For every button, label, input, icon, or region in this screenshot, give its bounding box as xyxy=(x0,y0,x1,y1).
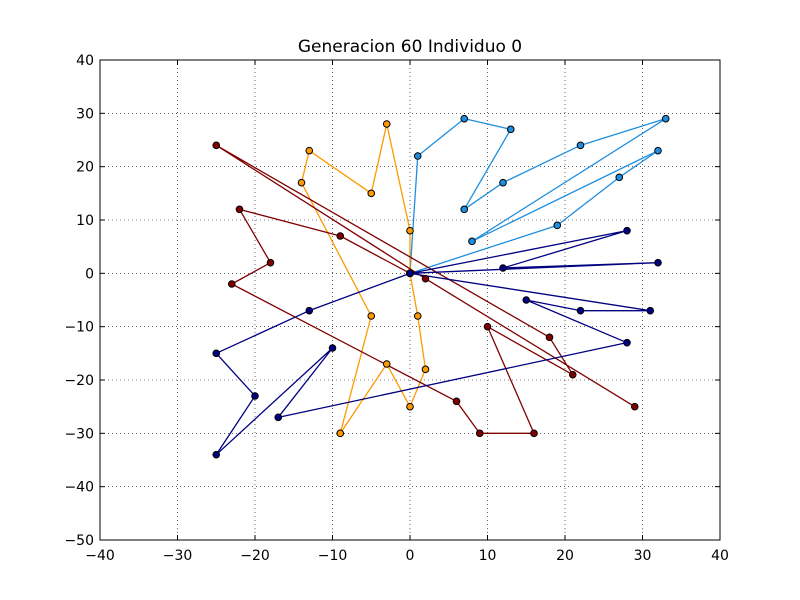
route-point-1 xyxy=(499,178,507,187)
route-point-2 xyxy=(421,365,430,374)
y-tick-label: 20 xyxy=(76,160,94,176)
y-tick-label: −30 xyxy=(64,426,94,442)
route-point-4 xyxy=(623,226,631,235)
y-tick-label: 0 xyxy=(85,266,94,282)
route-point-3 xyxy=(475,429,484,438)
route-point-3 xyxy=(483,322,492,331)
route-point-3 xyxy=(227,280,236,288)
x-tick-label: −20 xyxy=(240,548,270,564)
route-point-4 xyxy=(328,344,337,352)
route-point-2 xyxy=(297,178,306,187)
route-point-3 xyxy=(530,429,538,438)
route-point-1 xyxy=(576,141,585,150)
route-point-3 xyxy=(336,232,345,240)
route-point-1 xyxy=(460,114,469,123)
route-point-1 xyxy=(413,152,422,160)
x-tick-label: −40 xyxy=(85,548,115,564)
y-tick-label: 10 xyxy=(76,213,94,229)
route-point-2 xyxy=(382,120,391,128)
y-tick-label: −40 xyxy=(64,480,94,496)
route-point-4 xyxy=(654,258,662,267)
y-tick-label: −10 xyxy=(64,320,94,336)
y-tick-label: −20 xyxy=(64,373,94,389)
route-point-2 xyxy=(336,429,345,438)
y-tick-label: 40 xyxy=(76,53,94,69)
route-point-2 xyxy=(382,360,391,368)
x-tick-label: 40 xyxy=(711,548,729,564)
route-point-4 xyxy=(623,338,631,347)
route-line-4 xyxy=(215,230,659,456)
route-point-4 xyxy=(274,413,283,422)
route-point-3 xyxy=(212,141,221,150)
chart-title: Generacion 60 Individuo 0 xyxy=(298,37,522,57)
route-point-3 xyxy=(630,402,639,411)
route-point-4 xyxy=(522,296,531,304)
route-point-1 xyxy=(506,125,515,134)
route-point-3 xyxy=(545,333,554,342)
route-point-2 xyxy=(406,402,414,411)
x-tick-label: −10 xyxy=(318,548,348,564)
route-point-1 xyxy=(661,114,670,123)
route-point-2 xyxy=(367,312,376,320)
route-point-1 xyxy=(468,237,476,246)
route-point-4 xyxy=(406,269,414,278)
route-point-4 xyxy=(251,392,259,400)
route-point-3 xyxy=(235,205,244,214)
route-point-3 xyxy=(452,397,461,406)
route-point-4 xyxy=(305,306,314,315)
route-point-3 xyxy=(266,258,275,267)
y-tick-label: −50 xyxy=(64,533,94,549)
x-tick-label: 0 xyxy=(406,548,415,564)
x-tick-label: 20 xyxy=(556,548,574,564)
route-point-1 xyxy=(553,221,562,230)
y-tick-label: 30 xyxy=(76,106,94,122)
route-point-3 xyxy=(568,370,577,379)
route-point-1 xyxy=(615,173,624,182)
route-point-4 xyxy=(576,306,585,315)
route-point-2 xyxy=(406,226,414,235)
route-point-3 xyxy=(421,274,430,283)
route-point-1 xyxy=(460,205,469,214)
x-tick-label: 30 xyxy=(634,548,652,564)
route-point-4 xyxy=(646,306,655,315)
route-point-4 xyxy=(499,264,507,272)
x-tick-label: −30 xyxy=(163,548,193,564)
axis-ticks: −40 −30 −20 −10 0 10 20 30 40−50−40−30−20−100102… xyxy=(64,53,728,564)
x-tick-label: 10 xyxy=(479,548,497,564)
route-point-2 xyxy=(413,312,422,320)
route-line-3 xyxy=(215,144,636,434)
route-point-2 xyxy=(367,189,376,198)
route-point-4 xyxy=(212,450,221,459)
route-markers xyxy=(212,114,670,459)
route-point-4 xyxy=(212,349,221,358)
route-point-2 xyxy=(305,146,314,155)
route-point-1 xyxy=(654,146,662,155)
